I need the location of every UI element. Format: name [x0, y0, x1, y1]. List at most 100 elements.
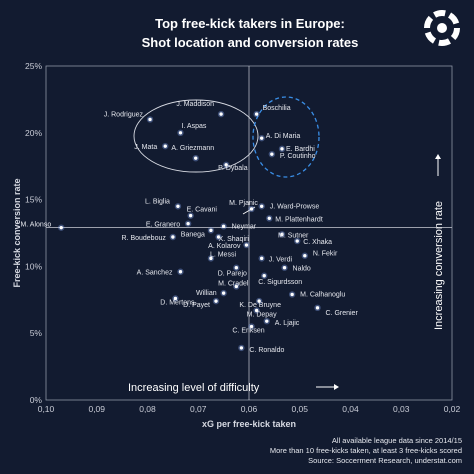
data-point-label: L. Biglia — [145, 198, 170, 205]
data-point — [219, 112, 223, 116]
data-point — [173, 296, 178, 301]
data-point-label: L. Messi — [210, 251, 237, 258]
data-point-label: E. Cavani — [187, 207, 218, 214]
data-point — [244, 243, 249, 247]
difficulty-arrowhead-icon — [334, 384, 339, 390]
data-point — [178, 131, 183, 135]
data-point-label: J. Rodriguez — [104, 111, 144, 118]
data-point-label: J. Verdi — [269, 256, 293, 263]
data-point-label: A. Kolarov — [208, 243, 241, 250]
y-tick-label: 25% — [25, 61, 42, 71]
data-point — [239, 346, 244, 350]
data-point — [259, 204, 264, 208]
data-point — [254, 308, 259, 313]
y-tick-label: 10% — [25, 261, 42, 271]
data-point-label: X. Shaqiri — [219, 236, 250, 243]
data-point — [280, 232, 284, 237]
footer-line-2: More than 10 free-kicks taken, at least … — [269, 446, 462, 455]
data-point — [214, 299, 218, 303]
data-point — [224, 163, 228, 167]
chart-title-line1: Top free-kick takers in Europe: — [155, 16, 345, 31]
data-point — [259, 256, 264, 261]
data-point — [267, 216, 271, 221]
data-point — [163, 144, 167, 148]
data-point-label: Neymar — [232, 223, 257, 230]
data-point-label: A. Di Maria — [266, 133, 301, 140]
x-tick-label: 0,03 — [393, 404, 410, 414]
y-tick-label: 20% — [25, 128, 42, 138]
y-tick-label: 15% — [25, 195, 42, 205]
x-tick-label: 0,10 — [38, 404, 55, 414]
data-point — [254, 112, 259, 116]
data-point — [176, 204, 180, 208]
data-point-label: P. Dybala — [218, 165, 248, 172]
data-point — [290, 292, 294, 297]
conversion-arrowhead-icon — [435, 154, 441, 159]
chart-title-line2: Shot location and conversion rates — [141, 35, 359, 50]
data-point-label: Banega — [181, 231, 205, 238]
data-point-label: P. Coutinho — [280, 153, 316, 160]
data-point-label: J. Ward-Prowse — [270, 203, 320, 210]
data-point — [234, 266, 239, 270]
data-point-label: M. Calhanoglu — [300, 291, 345, 298]
data-point-label: C. Grenier — [326, 310, 359, 317]
data-point-label: M. Depay — [247, 311, 277, 318]
footer-line-1: All available league data since 2014/15 — [331, 436, 462, 445]
data-point — [249, 324, 254, 329]
data-point-label: A. Ljajic — [275, 320, 300, 327]
conversion-annotation: Increasing conversion rate — [433, 201, 445, 330]
data-point-label: M. Sutner — [278, 232, 309, 239]
data-point-label: J. Maddison — [176, 101, 214, 108]
data-point — [148, 117, 152, 122]
data-point — [188, 213, 193, 218]
data-point-label: R. Boudebouz — [122, 235, 167, 242]
chart-footer: All available league data since 2014/15 … — [162, 436, 462, 466]
x-tick-label: 0,02 — [444, 404, 461, 414]
data-point-label: Naldo — [293, 266, 311, 273]
x-axis-label: xG per free-kick taken — [202, 419, 296, 429]
top-left-group-circle — [133, 99, 259, 173]
footer-line-3: Source: Soccerment Research, understat.c… — [308, 456, 462, 465]
data-point-label: E. Granero — [146, 222, 180, 229]
data-point-label: Willian — [196, 290, 217, 297]
data-point-label: A. Griezmann — [171, 145, 214, 152]
data-point-label: M. Pjanic — [229, 200, 258, 207]
data-point — [303, 254, 307, 258]
data-point — [262, 274, 266, 278]
y-tick-label: 5% — [30, 328, 43, 338]
x-tick-label: 0,08 — [139, 404, 156, 414]
y-axis-label: Free-kick conversion rate — [12, 178, 22, 287]
data-point — [221, 291, 226, 295]
data-point — [209, 228, 213, 233]
data-point-label: Boschilia — [263, 105, 291, 112]
data-point — [216, 235, 221, 239]
data-point-label: A. Sanchez — [137, 270, 173, 277]
data-point-label: D. Parejo — [218, 271, 247, 278]
data-point — [194, 156, 198, 160]
data-point — [209, 256, 213, 261]
data-point-label: M. Plattenhardt — [275, 216, 323, 223]
x-tick-label: 0,06 — [241, 404, 258, 414]
data-point-label: J. Mata — [134, 144, 157, 151]
data-point-label: D. Payet — [183, 302, 210, 309]
brand-logo-icon — [424, 10, 460, 46]
data-point-label: C. Sigurdsson — [258, 279, 302, 286]
data-point — [315, 306, 320, 310]
data-point — [295, 239, 299, 243]
data-point-label: C. Xhaka — [303, 239, 332, 246]
data-point — [234, 284, 239, 289]
data-point-label: M. Cradel — [218, 280, 249, 287]
data-point — [59, 225, 63, 230]
data-point — [280, 147, 284, 151]
data-point-label: E. Bardhi — [286, 146, 315, 153]
data-point — [257, 299, 261, 303]
data-point — [282, 266, 287, 270]
y-tick-label: 0% — [30, 395, 43, 405]
data-point-label: M. Alonso — [20, 222, 51, 229]
data-point — [270, 152, 274, 156]
data-point — [171, 235, 175, 239]
data-point — [249, 207, 254, 211]
x-tick-label: 0,09 — [88, 404, 105, 414]
chart-title: Top free-kick takers in Europe: Shot loc… — [90, 14, 410, 52]
